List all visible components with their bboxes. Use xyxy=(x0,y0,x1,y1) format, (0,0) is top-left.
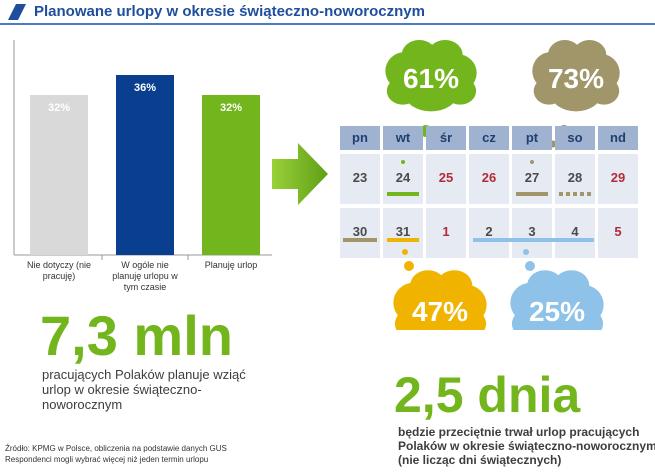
day-header-cell xyxy=(598,126,638,150)
day-number: 25 xyxy=(439,170,453,185)
category-label: pracuję) xyxy=(43,271,76,281)
day-cell xyxy=(598,208,638,258)
day-cell xyxy=(340,154,380,204)
bar-value-label: 36% xyxy=(134,82,156,94)
category-label: Planuję urlop xyxy=(205,260,258,270)
bubble-25-trail xyxy=(525,261,535,271)
day-number: 23 xyxy=(353,170,367,185)
day-header-cell xyxy=(383,126,423,150)
day-number: 29 xyxy=(611,170,625,185)
day-header-cell xyxy=(555,126,595,150)
bubble-61-label: 61% xyxy=(403,63,459,94)
bar xyxy=(116,75,174,255)
day-cell xyxy=(469,154,509,204)
category-label: planuję urlopu w xyxy=(112,271,178,281)
day-cell xyxy=(426,154,466,204)
day-header-cell xyxy=(469,126,509,150)
stat1-value: 7,3 mln xyxy=(40,304,233,367)
bar-value-label: 32% xyxy=(48,102,70,114)
day-header-label: nd xyxy=(610,130,626,145)
day-header-cell xyxy=(512,126,552,150)
source-line-1: Źródło: KPMG w Polsce, obliczenia na pod… xyxy=(5,444,227,453)
day-header-label: cz xyxy=(482,130,496,145)
page-title: Planowane urlopy w okresie świąteczno-no… xyxy=(34,3,425,20)
bubble-73-trail xyxy=(530,160,534,164)
source-line-2: Respondenci mogli wybrać więcej niż jede… xyxy=(5,455,209,464)
day-number: 27 xyxy=(525,170,539,185)
day-number: 3 xyxy=(528,224,535,239)
arrow-right-icon xyxy=(272,143,328,205)
day-cell xyxy=(469,208,509,258)
stat1-description: pracujących Polaków planuje wziąć urlop … xyxy=(42,367,246,412)
day-number: 26 xyxy=(482,170,496,185)
flag-icon xyxy=(8,4,26,20)
bubble-61-trail xyxy=(401,160,405,164)
day-number: 31 xyxy=(396,224,410,239)
day-number: 28 xyxy=(568,170,582,185)
period-underline-olive xyxy=(343,238,377,242)
bubble-61 xyxy=(385,40,477,112)
bubble-25-label: 25% xyxy=(529,296,585,327)
bubble-73-label: 73% xyxy=(548,63,604,94)
day-number: 5 xyxy=(614,224,621,239)
day-header-cell xyxy=(340,126,380,150)
header-divider xyxy=(0,23,655,25)
stat2-description: będzie przeciętnie trwał urlop pracujący… xyxy=(398,425,655,467)
day-header-label: pt xyxy=(526,130,539,145)
day-number: 4 xyxy=(571,224,579,239)
period-underline-green xyxy=(387,192,419,196)
day-number: 30 xyxy=(353,224,367,239)
header: Planowane urlopy w okresie świąteczno-no… xyxy=(0,0,655,26)
bubble-25-trail xyxy=(523,249,529,255)
bubble-47-trail xyxy=(404,261,414,271)
day-header-label: so xyxy=(567,130,582,145)
day-cell xyxy=(426,208,466,258)
day-header-label: śr xyxy=(440,130,452,145)
day-cell xyxy=(598,154,638,204)
day-cell xyxy=(383,208,423,258)
bubble-47-trail xyxy=(402,249,408,255)
day-number: 1 xyxy=(442,224,449,239)
day-cell xyxy=(340,208,380,258)
source-note: Źródło: KPMG w Polsce, obliczenia na pod… xyxy=(5,443,227,465)
bubble-47 xyxy=(393,270,487,330)
category-label: Nie dotyczy (nie xyxy=(27,260,91,270)
bar xyxy=(30,95,88,255)
period-underline-blue xyxy=(473,238,594,242)
day-header-label: pn xyxy=(352,130,368,145)
category-label: tym czasie xyxy=(124,282,167,292)
category-label: W ogóle nie xyxy=(121,260,169,270)
day-number: 24 xyxy=(396,170,411,185)
stat2-value: 2,5 dnia xyxy=(394,367,581,423)
day-number: 2 xyxy=(485,224,492,239)
period-underline-olive xyxy=(516,192,548,196)
day-header-cell xyxy=(426,126,466,150)
day-header-label: wt xyxy=(395,130,411,145)
period-underline-yellow xyxy=(387,238,419,242)
bubble-73 xyxy=(532,40,620,112)
bubble-25 xyxy=(510,270,604,330)
day-cell xyxy=(512,208,552,258)
day-cell xyxy=(555,208,595,258)
bubble-47-label: 47% xyxy=(412,296,468,327)
bar-value-label: 32% xyxy=(220,102,242,114)
bar xyxy=(202,95,260,255)
